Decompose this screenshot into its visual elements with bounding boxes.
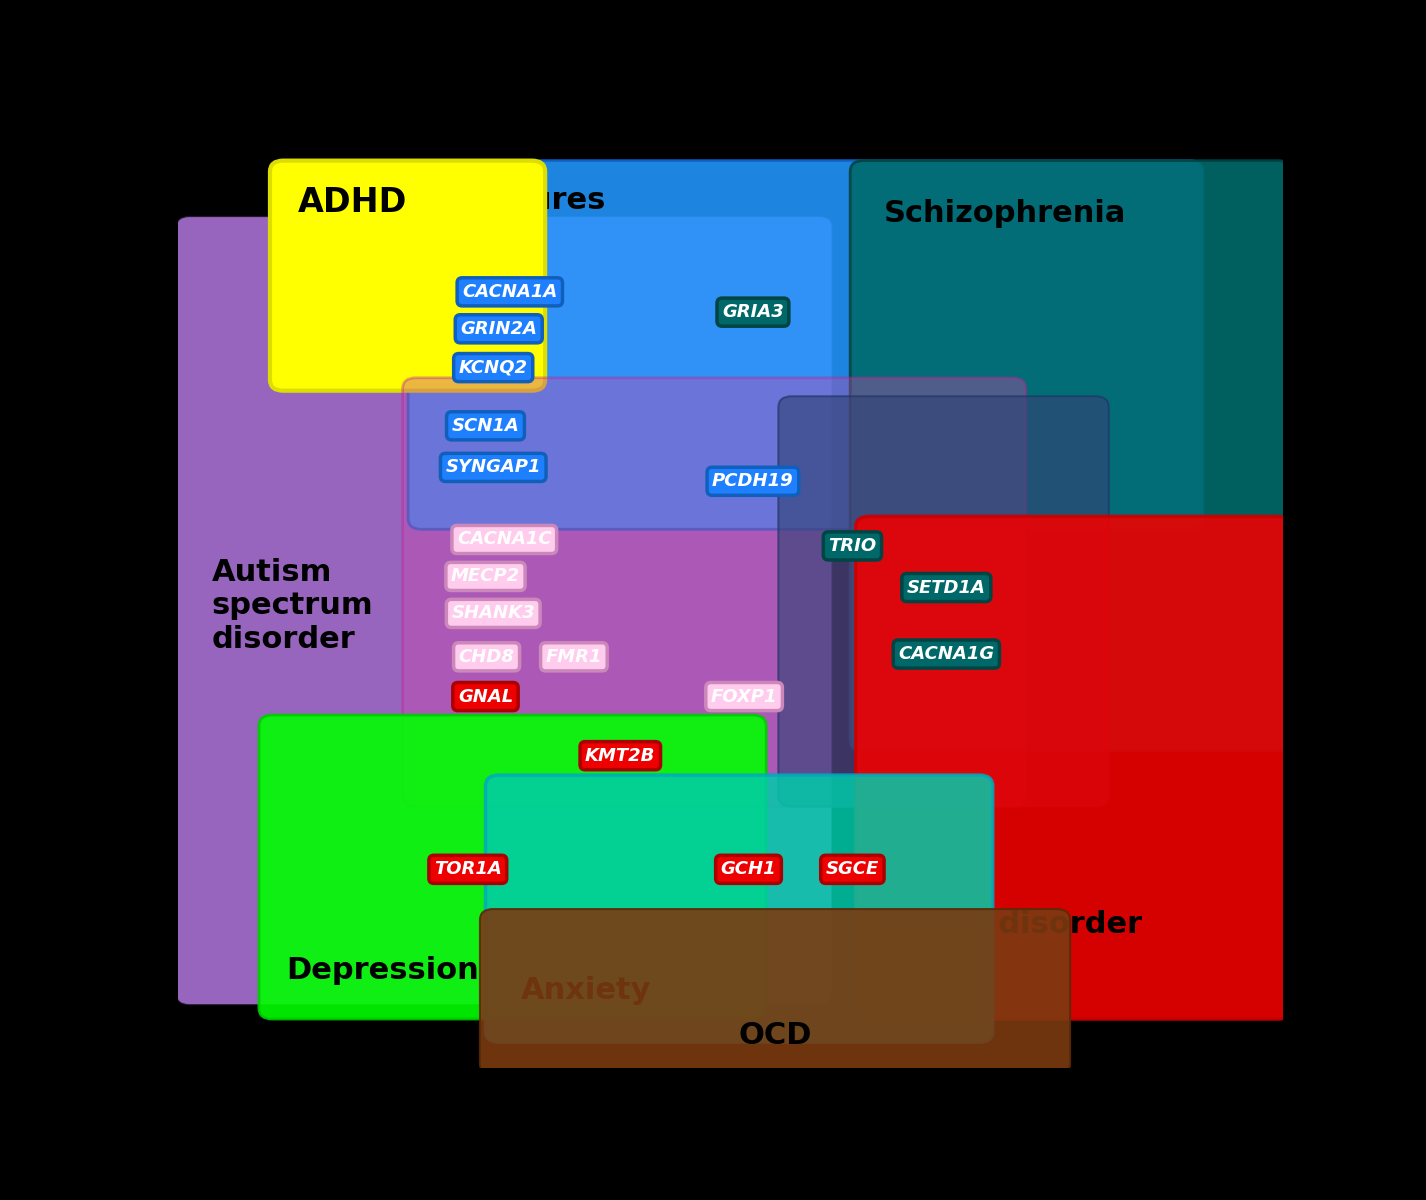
Text: SETD1A: SETD1A — [907, 578, 985, 596]
Text: MECP2: MECP2 — [451, 568, 520, 586]
Text: SCN1A: SCN1A — [452, 416, 519, 434]
Text: FMR1: FMR1 — [546, 648, 602, 666]
Text: ADHD: ADHD — [298, 186, 406, 218]
FancyBboxPatch shape — [779, 396, 1109, 806]
Text: KCNQ2: KCNQ2 — [459, 359, 528, 377]
Text: Depression: Depression — [287, 956, 479, 985]
FancyBboxPatch shape — [485, 775, 992, 1042]
Text: PCDH19: PCDH19 — [712, 473, 794, 491]
Text: CACNA1G: CACNA1G — [898, 646, 994, 664]
Text: FOXP1: FOXP1 — [710, 688, 777, 706]
Text: SHANK3: SHANK3 — [452, 605, 535, 623]
Text: GRIA3: GRIA3 — [722, 304, 784, 322]
Text: Motor disorder: Motor disorder — [886, 910, 1142, 938]
Text: SGCE: SGCE — [826, 860, 878, 878]
Text: Autism
spectrum
disorder: Autism spectrum disorder — [211, 558, 374, 654]
Text: GCH1: GCH1 — [720, 860, 776, 878]
Text: GNAL: GNAL — [458, 688, 513, 706]
Text: CHD8: CHD8 — [459, 648, 515, 666]
Text: CACNA1A: CACNA1A — [462, 283, 558, 301]
Text: Seizures: Seizures — [461, 186, 606, 215]
FancyBboxPatch shape — [175, 216, 833, 1006]
FancyBboxPatch shape — [402, 378, 1025, 806]
Text: TOR1A: TOR1A — [434, 860, 502, 878]
Text: TRIO: TRIO — [829, 536, 877, 554]
FancyBboxPatch shape — [856, 516, 1291, 1019]
FancyBboxPatch shape — [260, 715, 766, 1019]
FancyBboxPatch shape — [481, 910, 1070, 1074]
FancyBboxPatch shape — [270, 161, 545, 391]
Text: CACNA1C: CACNA1C — [456, 530, 552, 548]
Text: Anxiety: Anxiety — [520, 976, 652, 1006]
Text: Schizophrenia: Schizophrenia — [883, 199, 1125, 228]
Text: KMT2B: KMT2B — [585, 746, 656, 764]
Text: GRIN2A: GRIN2A — [461, 319, 538, 337]
Text: SYNGAP1: SYNGAP1 — [445, 458, 540, 476]
Text: OCD: OCD — [739, 1020, 811, 1050]
FancyBboxPatch shape — [408, 161, 1202, 529]
FancyBboxPatch shape — [850, 161, 1291, 751]
